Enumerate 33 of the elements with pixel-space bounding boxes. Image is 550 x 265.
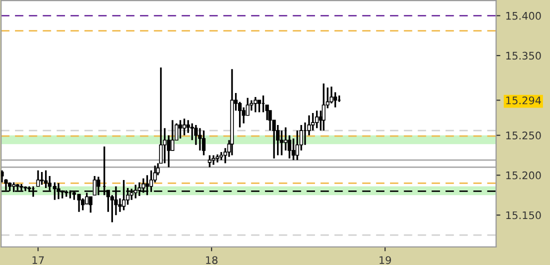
x-tick-label: 19 [380, 256, 391, 264]
candlestick [257, 99, 262, 114]
candlestick [254, 96, 258, 114]
y-tick-label: 15.150 [506, 211, 541, 220]
candlestick [198, 127, 202, 152]
y-tick-label: 15.350 [506, 52, 541, 60]
candlestick [149, 170, 153, 193]
candlestick [208, 154, 212, 168]
candlestick [40, 171, 44, 186]
candlestick [212, 154, 216, 166]
x-tick-label: 18 [206, 256, 218, 264]
candlestick [202, 130, 206, 156]
candlestick [190, 122, 194, 141]
candlestick [182, 118, 186, 136]
candlestick [81, 197, 85, 212]
candlestick [330, 86, 334, 104]
candlestick [311, 112, 315, 132]
candlestick [292, 138, 296, 161]
candlestick [315, 110, 319, 129]
candlestick [178, 119, 182, 140]
candlestick [284, 126, 288, 152]
candlestick [36, 170, 40, 188]
candlestick [88, 196, 92, 214]
candlestick [1, 170, 4, 184]
x-tick-label: 17 [32, 256, 44, 264]
y-tick-label: 15.200 [506, 171, 541, 180]
y-tick-label: 15.400 [506, 12, 541, 20]
candlestick [44, 170, 48, 189]
candlestick [322, 82, 326, 132]
y-tick-label: 15.250 [506, 132, 541, 140]
y-tick-label: 15.294 [506, 96, 541, 104]
candlestick [333, 91, 338, 108]
candlestick [170, 119, 174, 152]
